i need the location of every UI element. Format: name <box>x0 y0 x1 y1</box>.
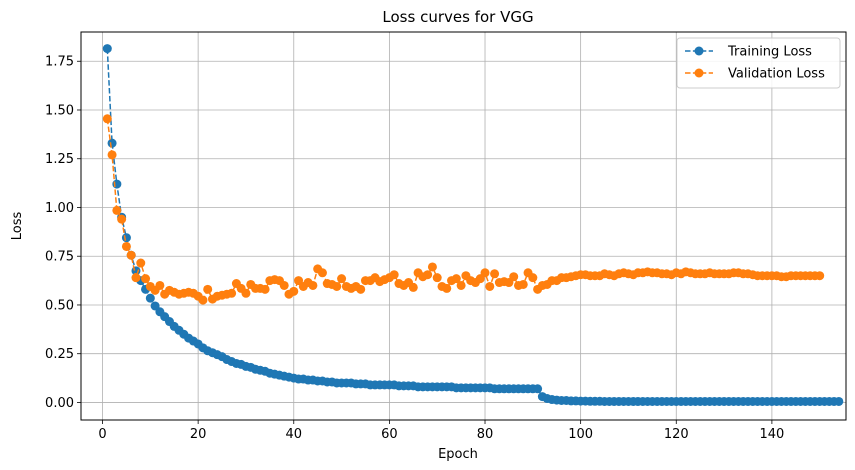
data-point <box>198 295 208 305</box>
y-tick-label: 1.25 <box>45 152 74 167</box>
data-point <box>107 150 117 160</box>
data-point <box>533 384 543 394</box>
y-tick-label: 0.25 <box>45 347 74 362</box>
data-point <box>451 274 461 284</box>
x-axis: 0 20 40 60 80 100 120 140 <box>98 420 784 442</box>
x-axis-label: Epoch <box>438 447 478 462</box>
data-point <box>126 250 136 260</box>
data-point <box>432 273 442 283</box>
x-tick-label: 40 <box>285 427 302 442</box>
x-tick-label: 100 <box>568 427 593 442</box>
data-point <box>480 268 490 278</box>
data-point <box>145 293 155 303</box>
y-tick-label: 0.00 <box>45 396 74 411</box>
y-axis: 0.00 0.25 0.50 0.75 1.00 1.25 1.50 1.75 <box>45 55 81 411</box>
grid <box>81 32 846 420</box>
chart-title: Loss curves for VGG <box>382 8 533 26</box>
data-point <box>121 241 131 251</box>
legend-item: Validation Loss <box>685 67 825 82</box>
data-point <box>260 284 270 294</box>
data-point <box>317 268 327 278</box>
data-point <box>834 396 844 406</box>
data-point <box>518 279 528 289</box>
data-point <box>117 214 127 224</box>
legend-marker <box>694 46 704 56</box>
legend-item: Training Loss <box>685 45 812 60</box>
data-point <box>427 262 437 272</box>
data-point <box>289 286 299 296</box>
data-point <box>332 281 342 291</box>
y-tick-label: 1.00 <box>45 201 74 216</box>
data-point <box>203 284 213 294</box>
x-tick-label: 120 <box>664 427 689 442</box>
data-point <box>112 179 122 189</box>
series-line <box>106 48 839 403</box>
legend: Training Loss Validation Loss <box>676 37 841 89</box>
data-point <box>815 271 825 281</box>
data-point <box>389 270 399 280</box>
data-point <box>408 282 418 292</box>
x-tick-label: 20 <box>190 427 207 442</box>
data-point <box>485 281 495 291</box>
legend-label: Validation Loss <box>728 67 825 82</box>
data-point <box>155 280 165 290</box>
data-point <box>131 273 141 283</box>
legend-frame <box>676 37 841 89</box>
series-training-loss <box>102 44 844 406</box>
legend-marker <box>694 68 704 78</box>
data-point <box>509 272 519 282</box>
data-point <box>227 288 237 298</box>
series-validation-loss <box>102 114 825 305</box>
data-point <box>141 274 151 284</box>
series-layer <box>102 44 844 406</box>
x-tick-label: 60 <box>381 427 398 442</box>
data-point <box>456 280 466 290</box>
x-tick-label: 140 <box>759 427 784 442</box>
y-axis-label: Loss <box>10 212 25 241</box>
data-point <box>423 270 433 280</box>
x-tick-label: 80 <box>477 427 494 442</box>
data-point <box>102 114 112 124</box>
y-tick-label: 0.50 <box>45 298 74 313</box>
data-point <box>308 280 318 290</box>
y-tick-label: 1.75 <box>45 55 74 70</box>
y-tick-label: 1.50 <box>45 103 74 118</box>
plot-frame <box>80 31 847 421</box>
legend-label: Training Loss <box>727 45 812 60</box>
data-point <box>136 258 146 268</box>
data-point <box>528 273 538 283</box>
data-point <box>102 44 112 54</box>
x-tick-label: 0 <box>98 427 106 442</box>
data-point <box>121 233 131 243</box>
data-point <box>356 284 366 294</box>
y-tick-label: 0.75 <box>45 250 74 265</box>
data-point <box>337 274 347 284</box>
data-point <box>490 269 500 279</box>
data-point <box>442 283 452 293</box>
data-point <box>107 138 117 148</box>
data-point <box>279 280 289 290</box>
data-point <box>241 288 251 298</box>
data-point <box>112 205 122 215</box>
